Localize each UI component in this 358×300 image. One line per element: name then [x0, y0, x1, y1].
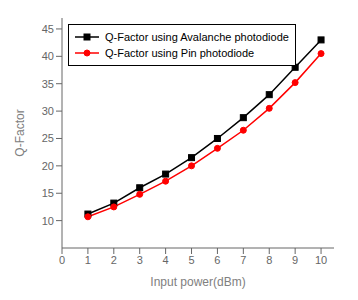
html-text:Q-Factor using Avalanche photo: Q-Factor using Avalanche photodiode	[105, 31, 289, 43]
svg-text:Input power(dBm): Input power(dBm)	[150, 275, 245, 289]
svg-text:6: 6	[214, 254, 220, 266]
svg-text:3: 3	[137, 254, 143, 266]
svg-text:7: 7	[240, 254, 246, 266]
svg-text:Q-Factor: Q-Factor	[13, 109, 27, 156]
svg-text:1: 1	[85, 254, 91, 266]
svg-text:0: 0	[59, 254, 65, 266]
svg-text:10: 10	[315, 254, 327, 266]
svg-text:4: 4	[163, 254, 169, 266]
svg-text:45: 45	[42, 23, 54, 35]
svg-text:15: 15	[42, 187, 54, 199]
svg-text:40: 40	[42, 50, 54, 62]
svg-text:20: 20	[42, 160, 54, 172]
svg-text:9: 9	[292, 254, 298, 266]
svg-text:35: 35	[42, 78, 54, 90]
svg-text:8: 8	[266, 254, 272, 266]
svg-text:10: 10	[42, 215, 54, 227]
html-text:Q-Factor using Pin photodiode: Q-Factor using Pin photodiode	[105, 47, 255, 59]
svg-text:2: 2	[111, 254, 117, 266]
svg-text:30: 30	[42, 105, 54, 117]
svg-text:25: 25	[42, 132, 54, 144]
svg-text:5: 5	[188, 254, 194, 266]
